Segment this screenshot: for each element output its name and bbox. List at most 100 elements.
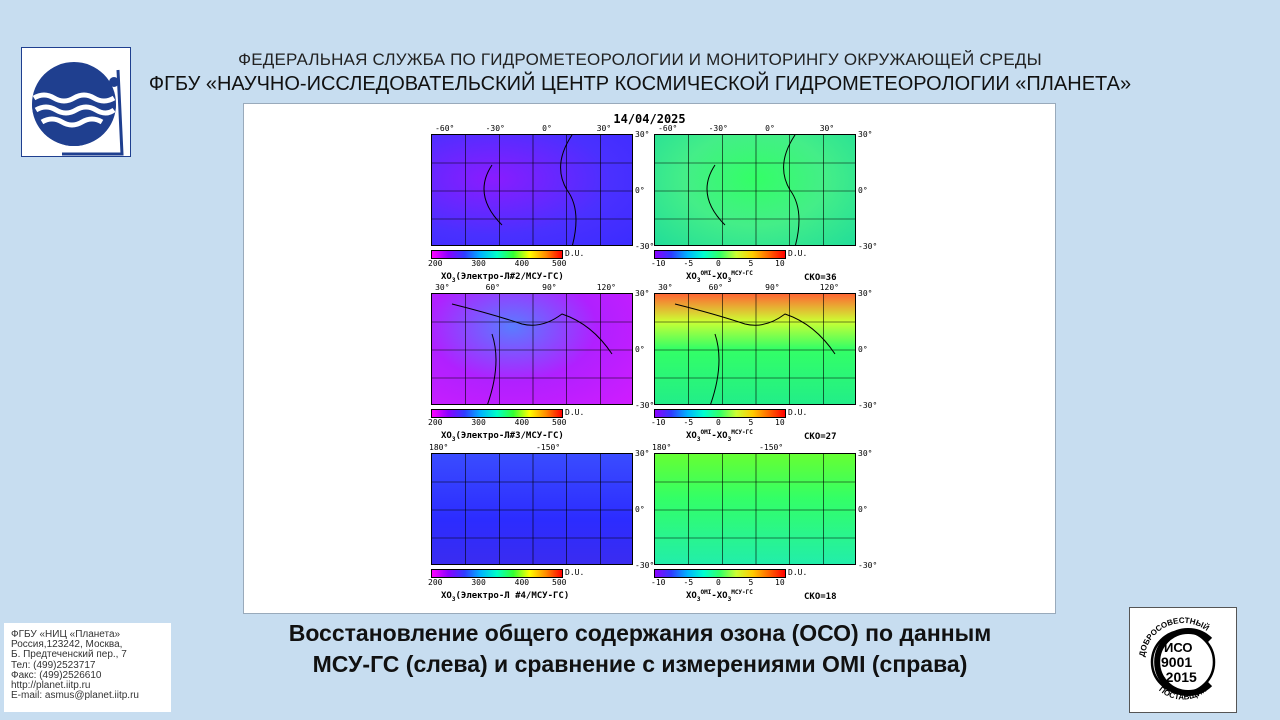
colorbar-tick-label: -5: [683, 578, 694, 587]
caption-subscript: 3: [451, 276, 456, 284]
contact-line: Тел: (499)2523717: [11, 659, 96, 671]
lon-tick-label: 90°: [765, 283, 780, 292]
caption-xo: XO: [441, 431, 452, 441]
colorbar-unit: D.U.: [565, 408, 585, 417]
lon-tick-label: -60°: [435, 124, 455, 133]
lon-tick-label: -150°: [536, 443, 561, 452]
contact-link[interactable]: http://planet.iitp.ru: [11, 680, 91, 692]
diff-caption-part: OMI: [700, 429, 712, 436]
colorbar-tick-label: 300: [471, 259, 486, 268]
lat-tick-label: 0°: [858, 505, 868, 514]
ozone-map-panel: [431, 293, 633, 405]
lat-tick-label: 0°: [858, 186, 868, 195]
slide-caption: Восстановление общего содержания озона (…: [200, 618, 1080, 680]
ozone-colorbar: [431, 250, 563, 259]
ozone-map-caption: XO3(Электро-Л#2/МСУ-ГС): [441, 272, 564, 284]
caption-source: (Электро-Л#2/МСУ-ГС): [455, 272, 564, 282]
lon-tick-label: -30°: [485, 124, 505, 133]
colorbar-tick-label: 300: [471, 578, 486, 587]
map-grid: [432, 294, 632, 404]
header-agency: ФЕДЕРАЛЬНАЯ СЛУЖБА ПО ГИДРОМЕТЕОРОЛОГИИ …: [238, 50, 1042, 69]
colorbar-tick-label: 0: [716, 418, 721, 427]
lon-tick-label: 30°: [435, 283, 450, 292]
diff-caption-part: OMI: [700, 589, 712, 596]
caption-line-1: Восстановление общего содержания озона (…: [288, 620, 992, 646]
caption-source: (Электро-Л#3/МСУ-ГС): [455, 431, 564, 441]
diff-caption-part: 3: [696, 595, 701, 603]
lat-tick-label: 0°: [635, 345, 645, 354]
diff-caption-part: 3: [696, 435, 701, 443]
colorbar-tick-label: 500: [552, 578, 567, 587]
rms-label: СКО=27: [804, 432, 837, 442]
diff-caption-part: -XO: [711, 591, 728, 601]
colorbar-unit: D.U.: [788, 568, 808, 577]
lon-tick-label: 30°: [658, 283, 673, 292]
diff-caption-part: -XO: [711, 431, 728, 441]
contact-info: ФГБУ «НИЦ «Планета» Россия,123242, Москв…: [4, 623, 171, 712]
caption-xo: XO: [441, 272, 452, 282]
contact-line: Факс: (499)2526610: [11, 669, 102, 681]
map-grid: [655, 135, 855, 245]
colorbar-tick-label: 10: [775, 259, 785, 268]
caption-xo: XO: [441, 591, 452, 601]
contact-email[interactable]: E-mail: asmus@planet.iitp.ru: [11, 690, 139, 702]
map-grid: [432, 135, 632, 245]
ozone-map-caption: XO3(Электро-Л#3/МСУ-ГС): [441, 431, 564, 443]
caption-source: (Электро-Л #4/МСУ-ГС): [455, 591, 570, 601]
colorbar-unit: D.U.: [565, 568, 585, 577]
ozone-colorbar: [431, 569, 563, 578]
coastline: [483, 135, 577, 245]
caption-line-2: МСУ-ГС (слева) и сравнение с измерениями…: [312, 651, 968, 677]
figure-date: 14/04/2025: [613, 112, 686, 126]
lon-tick-label: 60°: [485, 283, 501, 292]
colorbar-tick-label: 500: [552, 418, 567, 427]
contact-line: ФГБУ «НИЦ «Планета»: [11, 629, 121, 640]
diff-caption-part: OMI: [700, 270, 712, 277]
iso-number: 9001: [1161, 654, 1192, 670]
ozone-diff-map-panel: [654, 293, 856, 405]
diff-caption-part: 3: [727, 276, 732, 284]
diff-caption-part: МСУ-ГС: [731, 429, 753, 436]
colorbar-tick-label: -5: [683, 418, 694, 427]
diff-caption-part: 3: [727, 595, 732, 603]
planeta-logo: [21, 47, 131, 157]
colorbar-tick-label: 0: [716, 578, 721, 587]
diff-caption-part: -XO: [711, 272, 728, 282]
ozone-diff-map-panel: [654, 134, 856, 246]
lat-tick-label: 0°: [635, 505, 645, 514]
colorbar-tick-label: -10: [651, 259, 666, 268]
diff-caption-part: XO: [686, 272, 697, 282]
lon-tick-label: 30°: [819, 124, 835, 133]
lon-tick-label: 30°: [596, 124, 612, 133]
lat-tick-label: 30°: [635, 130, 650, 139]
diff-map-caption: XO3OMI-XO3МСУ-ГС: [686, 589, 753, 603]
colorbar-tick-label: -10: [651, 578, 666, 587]
lat-tick-label: -30°: [635, 401, 655, 410]
colorbar-tick-label: 200: [428, 578, 443, 587]
colorbar-tick-label: 300: [471, 418, 486, 427]
diff-caption-part: 3: [696, 276, 701, 284]
lat-tick-label: -30°: [858, 401, 878, 410]
lat-tick-label: 30°: [635, 289, 650, 298]
colorbar-tick-label: 5: [748, 578, 754, 587]
iso-bottom-text: ПОСТАВЩИК: [1157, 685, 1208, 702]
coastline: [674, 303, 836, 404]
diff-caption-part: XO: [686, 591, 697, 601]
diff-colorbar: [654, 409, 786, 418]
diff-caption-part: XO: [686, 431, 697, 441]
colorbar-tick-label: -10: [651, 418, 666, 427]
colorbar-tick-label: 400: [514, 259, 530, 268]
coastline: [706, 135, 800, 245]
lon-tick-label: 180°: [429, 443, 449, 452]
lon-tick-label: 120°: [819, 283, 839, 292]
lon-tick-label: 180°: [652, 443, 672, 452]
diff-colorbar: [654, 250, 786, 259]
lon-tick-label: -60°: [658, 124, 678, 133]
lat-tick-label: -30°: [858, 561, 878, 570]
colorbar-tick-label: 0: [716, 259, 721, 268]
lat-tick-label: 30°: [635, 449, 650, 458]
colorbar-tick-label: 400: [514, 418, 530, 427]
colorbar-tick-label: 10: [775, 418, 785, 427]
ozone-map-panel: [431, 134, 633, 246]
iso-year: -2015: [1161, 669, 1197, 685]
